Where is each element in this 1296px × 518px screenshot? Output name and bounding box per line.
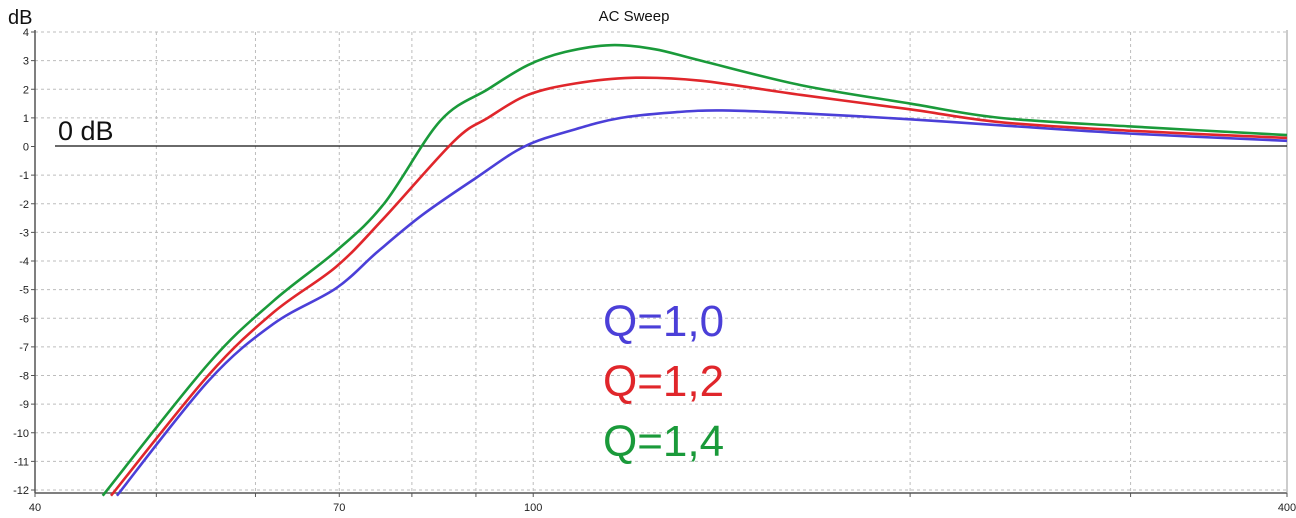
x-tick-label: 100 xyxy=(524,502,542,514)
x-tick-label: 400 xyxy=(1278,502,1296,514)
y-tick-label: -9 xyxy=(19,399,29,411)
reference-line: 0 dB xyxy=(55,116,1287,147)
y-tick-label: -5 xyxy=(19,285,29,297)
series-line-10 xyxy=(115,109,1288,497)
legend-q-1-0: Q=1,0 xyxy=(603,297,724,346)
series-line-12 xyxy=(109,76,1288,497)
x-tick-label: 40 xyxy=(29,502,41,514)
chart-title: AC Sweep xyxy=(599,8,670,25)
y-tick-label: 1 xyxy=(23,113,29,125)
zero-db-label: 0 dB xyxy=(58,116,114,146)
y-tick-label: -12 xyxy=(13,485,29,497)
series xyxy=(101,43,1288,497)
legend-q-1-4: Q=1,4 xyxy=(603,417,724,466)
y-tick-label: -3 xyxy=(19,227,29,239)
y-tick-label: 2 xyxy=(23,84,29,96)
y-tick-label: -1 xyxy=(19,170,29,182)
y-tick-label: -7 xyxy=(19,342,29,354)
y-tick-label: 4 xyxy=(23,27,29,39)
y-tick-label: 3 xyxy=(23,56,29,68)
x-tick-label: 70 xyxy=(333,502,345,514)
y-tick-label: -10 xyxy=(13,428,29,440)
y-tick-label: -11 xyxy=(14,456,29,468)
y-tick-label: -6 xyxy=(19,313,29,325)
series-line-14 xyxy=(101,43,1288,497)
legend-q-1-2: Q=1,2 xyxy=(603,357,724,406)
y-axis-label: dB xyxy=(8,7,32,29)
y-tick-label: -4 xyxy=(19,256,29,268)
y-tick-label: 0 xyxy=(23,142,29,154)
axes xyxy=(34,30,1288,494)
legend: Q=1,0 Q=1,2 Q=1,4 xyxy=(603,297,724,466)
y-tick-label: -8 xyxy=(19,371,29,383)
y-tick-label: -2 xyxy=(19,199,29,211)
